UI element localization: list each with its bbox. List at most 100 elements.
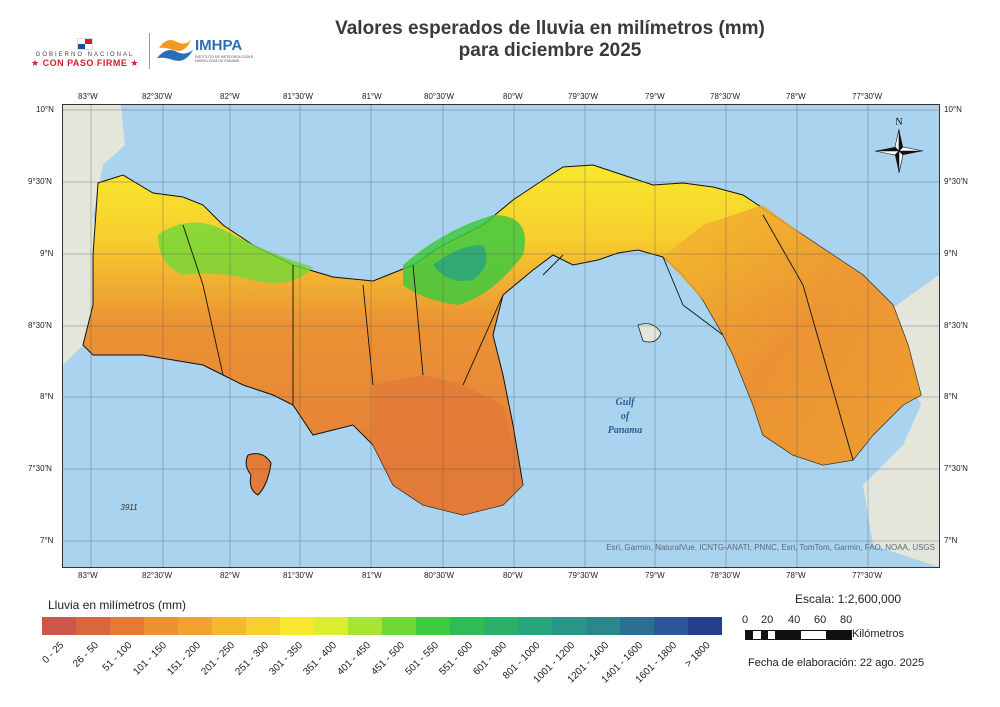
legend-swatch xyxy=(110,617,144,635)
legend-swatch xyxy=(144,617,178,635)
legend-swatch xyxy=(654,617,688,635)
azuero-peninsula xyxy=(373,375,523,515)
lat-label-left: 8°N xyxy=(40,392,54,401)
sea-label-of: of xyxy=(621,411,631,422)
north-arrow-icon xyxy=(874,128,924,174)
legend-label: 451 - 500 xyxy=(369,640,408,678)
lon-label-top: 81°W xyxy=(362,92,382,101)
lon-label-bottom: 78°W xyxy=(786,571,806,580)
map-frame: Gulf of Panama 3911 N Esri, Garmin, Natu… xyxy=(62,104,940,568)
legend-swatch xyxy=(484,617,518,635)
legend-swatch xyxy=(212,617,246,635)
legend-swatch xyxy=(314,617,348,635)
internal-borders xyxy=(182,214,854,461)
graticule xyxy=(63,105,939,567)
legend-swatch xyxy=(688,617,722,635)
lon-label-bottom: 78°30'W xyxy=(710,571,741,580)
legend-swatch xyxy=(620,617,654,635)
lon-label-bottom: 82°W xyxy=(220,571,240,580)
north-label: N xyxy=(895,117,902,128)
legend-label: 51 - 100 xyxy=(100,640,135,674)
logo-divider xyxy=(149,33,150,69)
lat-label-left: 10°N xyxy=(36,105,54,114)
lon-label-bottom: 83°W xyxy=(78,571,98,580)
lon-label-top: 82°30'W xyxy=(142,92,173,101)
legend-label: 501 - 550 xyxy=(403,640,442,678)
colombia-land xyxy=(863,275,939,567)
scale-tick: 40 xyxy=(788,614,801,626)
pearl-islands-hint xyxy=(637,323,662,343)
lon-label-top: 80°30'W xyxy=(424,92,455,101)
map-title-line1: Valores esperados de lluvia en milímetro… xyxy=(335,18,765,39)
lat-label-left: 9°N xyxy=(40,249,54,258)
lon-label-top: 82°W xyxy=(220,92,240,101)
imhpa-wave-icon xyxy=(157,40,193,61)
legend-color-bar xyxy=(42,617,722,635)
lat-label-right: 9°N xyxy=(944,249,958,258)
legend-labels: 0 - 25 26 - 50 51 - 100 101 - 150 151 - 200 2… xyxy=(40,640,722,700)
legend-swatch xyxy=(586,617,620,635)
imhpa-logo-subtitle: INSTITUTO DE METEOROLOGÍA E HIDROLOGÍA D… xyxy=(195,55,254,63)
lat-label-left: 7°30'N xyxy=(28,464,52,473)
lon-label-top: 81°30'W xyxy=(283,92,314,101)
lon-label-bottom: 82°30'W xyxy=(142,571,173,580)
lat-label-right: 7°30'N xyxy=(944,464,968,473)
lat-label-left: 7°N xyxy=(40,536,54,545)
lon-label-top: 80°W xyxy=(503,92,523,101)
gobierno-nacional-logo: GOBIERNO NACIONAL ★ CON PASO FIRME ★ xyxy=(25,38,145,69)
lon-label-top: 79°W xyxy=(645,92,665,101)
scale-text: Escala: 1:2,600,000 xyxy=(795,592,902,606)
elevation-label: 3911 xyxy=(120,503,137,512)
legend-swatch xyxy=(552,617,586,635)
lat-label-right: 8°N xyxy=(944,392,958,401)
rainfall-map: Gulf of Panama 3911 N Esri, Garmin, Natu… xyxy=(63,105,939,567)
scale-tick: 20 xyxy=(761,614,774,626)
legend-swatch xyxy=(450,617,484,635)
lon-label-bottom: 79°30'W xyxy=(568,571,599,580)
legend-swatch xyxy=(518,617,552,635)
lat-label-right: 9°30'N xyxy=(944,177,968,186)
legend-label: 151 - 200 xyxy=(165,640,204,678)
legend-swatch xyxy=(42,617,76,635)
gov-logo-line2: ★ CON PASO FIRME ★ xyxy=(31,58,139,68)
legend-label: 201 - 250 xyxy=(199,640,238,678)
legend-label: 0 - 25 xyxy=(40,640,67,666)
legend-label: 401 - 450 xyxy=(335,640,374,678)
lat-label-right: 8°30'N xyxy=(944,321,968,330)
lon-label-top: 78°30'W xyxy=(710,92,741,101)
lat-label-right: 10°N xyxy=(944,105,962,114)
legend-swatch xyxy=(348,617,382,635)
legend-swatch xyxy=(416,617,450,635)
lon-label-top: 77°30'W xyxy=(852,92,883,101)
scale-tick: 60 xyxy=(814,614,827,626)
legend-swatch xyxy=(76,617,110,635)
imhpa-logo: IMHPA INSTITUTO DE METEOROLOGÍA E HIDROL… xyxy=(155,34,255,68)
fecha-elaboracion: Fecha de elaboración: 22 ago. 2025 xyxy=(748,657,925,669)
legend-title: Lluvia en milímetros (mm) xyxy=(48,598,187,612)
panama-flag-icon xyxy=(77,38,93,50)
scale-unit: Kilómetros xyxy=(852,628,904,640)
imhpa-logo-name: IMHPA xyxy=(195,37,243,54)
gov-logo-line1: GOBIERNO NACIONAL xyxy=(35,52,135,58)
map-attribution: Esri, Garmin, NaturalVue, ICNTG-ANATI, P… xyxy=(606,543,935,552)
lat-label-left: 8°30'N xyxy=(28,321,52,330)
lon-label-top: 83°W xyxy=(78,92,98,101)
lon-label-top: 79°30'W xyxy=(568,92,599,101)
legend-label: 351 - 400 xyxy=(301,640,340,678)
scale-bar xyxy=(745,630,852,640)
legend-swatch xyxy=(246,617,280,635)
lat-label-right: 7°N xyxy=(944,536,958,545)
lon-label-top: 78°W xyxy=(786,92,806,101)
legend-label: 301 - 350 xyxy=(267,640,306,678)
sea-label-panama: Panama xyxy=(608,425,642,436)
lat-label-left: 9°30'N xyxy=(28,177,52,186)
lon-label-bottom: 81°30'W xyxy=(283,571,314,580)
legend-swatch xyxy=(178,617,212,635)
darien-region xyxy=(663,205,921,465)
lon-label-bottom: 81°W xyxy=(362,571,382,580)
lon-label-bottom: 77°30'W xyxy=(852,571,883,580)
legend-swatch xyxy=(280,617,314,635)
coiba-island xyxy=(245,453,272,496)
legend-label: > 1800 xyxy=(683,640,713,670)
legend-label: 26 - 50 xyxy=(71,640,101,670)
